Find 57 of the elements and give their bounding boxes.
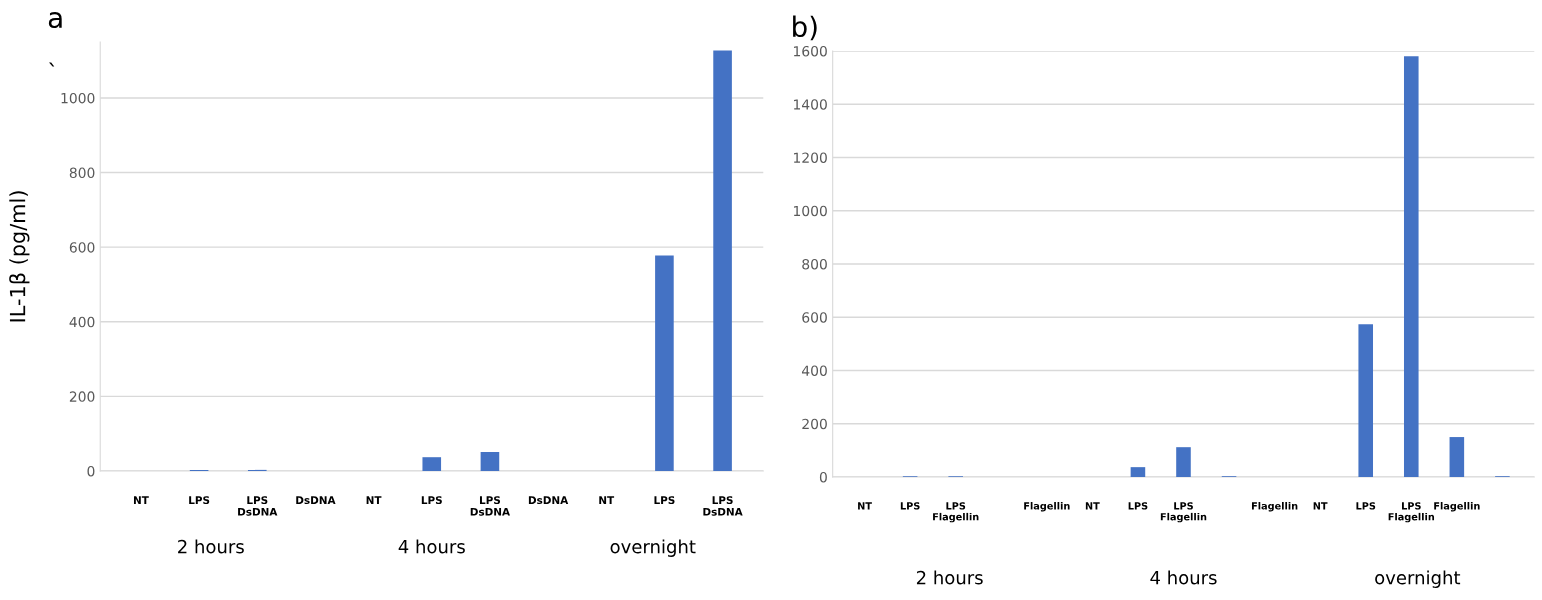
chart-title: a: [48, 12, 62, 29]
x-tick-label: LPS: [900, 502, 920, 510]
bar: [1449, 437, 1465, 477]
x-tick-label: LPS: [654, 496, 675, 505]
x-tick-label: LPS Flagellin: [1388, 502, 1435, 523]
x-tick-label: NT: [1313, 502, 1328, 510]
text: overnight: [1375, 570, 1461, 588]
x-tick-label: LPS DsDNA: [470, 496, 511, 516]
x-tick-label: NT: [599, 496, 615, 504]
y-axis-title: IL-1β (pg/ml): [9, 191, 30, 322]
x-tick-label: DsDNA: [528, 496, 569, 505]
y-tick-label: 600: [802, 312, 827, 323]
x-tick-label: LPS: [189, 496, 210, 505]
x-tick-label: NT: [858, 502, 872, 510]
bar: [1130, 467, 1146, 477]
text: 4 hours: [398, 539, 465, 554]
x-tick-label: Flagellin: [1024, 502, 1070, 512]
x-tick-label: Flagellin: [1251, 502, 1298, 512]
text: `: [49, 62, 55, 67]
text: 2 hours: [178, 539, 244, 554]
y-tick-label: 800: [802, 258, 827, 270]
y-tick-label: 1000: [794, 205, 827, 217]
y-tick-label: 400: [801, 365, 827, 376]
x-tick-label: NT: [366, 496, 382, 504]
x-tick-label: LPS DsDNA: [238, 496, 278, 516]
y-tick-label: 1000: [61, 92, 95, 104]
text: overnight: [610, 539, 696, 557]
y-tick-label: 400: [69, 316, 95, 328]
x-tick-label: LPS Flagellin: [933, 502, 979, 523]
y-tick-label: 800: [69, 167, 95, 179]
y-tick-label: 600: [69, 242, 95, 253]
y-tick-label: 1400: [794, 99, 827, 110]
y-tick-label: 200: [69, 391, 95, 402]
text: 4 hours: [1150, 570, 1217, 585]
bar: [1176, 447, 1191, 477]
bar: [655, 255, 674, 471]
y-tick-label: 200: [802, 418, 827, 430]
bar: [1403, 56, 1419, 477]
x-tick-label: LPS DsDNA: [703, 496, 743, 516]
x-tick-label: LPS: [1128, 502, 1148, 510]
bar: [480, 451, 500, 471]
chart-title: b): [793, 15, 817, 41]
x-tick-label: NT: [1085, 502, 1100, 510]
x-tick-label: NT: [133, 496, 149, 504]
bar: [422, 457, 442, 471]
y-tick-label: 1200: [794, 152, 827, 163]
bar: [713, 50, 732, 471]
y-tick-label: 1600: [794, 45, 827, 57]
x-tick-label: Flagellin: [1434, 502, 1480, 512]
x-tick-label: LPS: [421, 496, 442, 505]
y-tick-label: 0: [819, 471, 827, 483]
x-tick-label: DsDNA: [296, 496, 336, 505]
y-tick-label: 0: [87, 465, 95, 477]
x-tick-label: LPS: [1356, 502, 1376, 510]
x-tick-label: LPS Flagellin: [1160, 502, 1207, 523]
bar: [1358, 324, 1374, 477]
text: 2 hours: [916, 570, 983, 585]
